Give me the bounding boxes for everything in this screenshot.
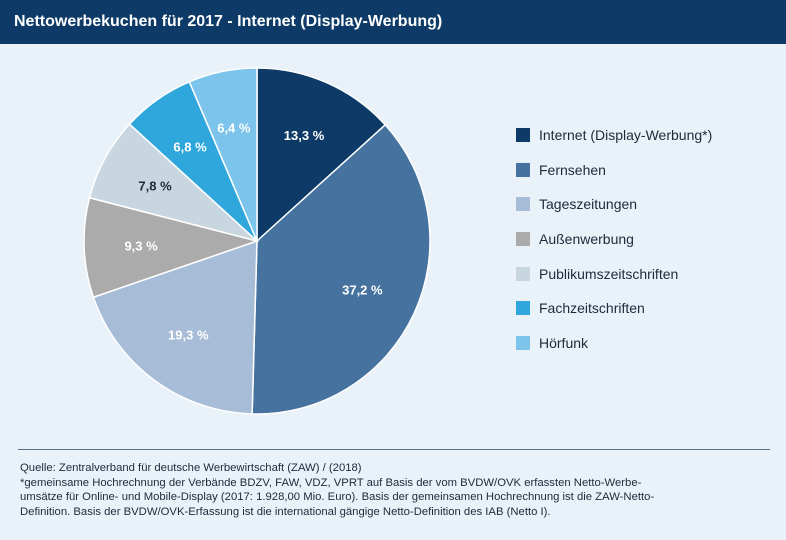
slice-value-label: 9,3 %	[124, 239, 158, 254]
legend-label: Publikumszeitschriften	[539, 265, 679, 282]
legend-swatch	[516, 128, 530, 143]
legend-swatch	[516, 301, 530, 316]
slice-value-label: 6,4 %	[217, 120, 251, 135]
legend-swatch	[516, 162, 530, 177]
slice-value-label: 37,2 %	[342, 283, 383, 298]
legend-item-tageszeitungen: Tageszeitungen	[516, 187, 776, 222]
legend-swatch	[516, 197, 530, 212]
footnote-line: *gemeinsame Hochrechnung der Verbände BD…	[20, 476, 642, 489]
pie-chart: 13,3 % 37,2 % 19,3 % 9,3 % 7,8 % 6,8 % 6,4 %	[83, 67, 431, 415]
legend-label: Internet (Display-Werbung*)	[539, 127, 713, 144]
legend-label: Tageszeitungen	[539, 196, 638, 213]
legend-item-fernsehen: Fernsehen	[516, 153, 776, 188]
legend-item-publikumszeitschriften: Publikumszeitschriften	[516, 256, 776, 291]
footnote-line: umsätze für Online- und Mobile-Display (…	[20, 491, 655, 504]
legend-label: Hörfunk	[539, 334, 589, 351]
legend-swatch	[516, 266, 530, 281]
pie-slice-3	[83, 196, 260, 299]
legend-label: Fernsehen	[539, 161, 606, 178]
legend-item-hoerfunk: Hörfunk	[516, 326, 776, 361]
legend-item-internet: Internet (Display-Werbung*)	[516, 118, 776, 153]
legend-label: Außenwerbung	[539, 231, 634, 248]
slice-value-label: 13,3 %	[284, 128, 325, 143]
footnote-line: Definition. Basis der BVDW/OVK-Erfassung…	[20, 505, 551, 518]
legend-swatch	[516, 232, 530, 247]
legend-item-aussenwerbung: Außenwerbung	[516, 222, 776, 257]
legend: Internet (Display-Werbung*) Fernsehen Ta…	[516, 118, 776, 360]
pie-slice-2	[92, 239, 258, 415]
slice-value-label: 7,8 %	[138, 179, 172, 194]
source-text: Quelle: Zentralverband für deutsche Werb…	[20, 462, 362, 474]
legend-swatch	[516, 335, 530, 350]
pie-slice-6	[188, 67, 258, 242]
legend-item-fachzeitschriften: Fachzeitschriften	[516, 291, 776, 326]
footer: Quelle: Zentralverband für deutsche Werb…	[20, 461, 776, 519]
legend-label: Fachzeitschriften	[539, 300, 645, 317]
chart-title: Nettowerbekuchen für 2017 - Internet (Di…	[0, 0, 786, 44]
divider	[18, 449, 770, 450]
slice-value-label: 19,3 %	[168, 327, 209, 342]
pie-slice-0	[256, 67, 387, 243]
pie-slice-1	[251, 123, 431, 415]
slice-value-label: 6,8 %	[173, 139, 207, 154]
